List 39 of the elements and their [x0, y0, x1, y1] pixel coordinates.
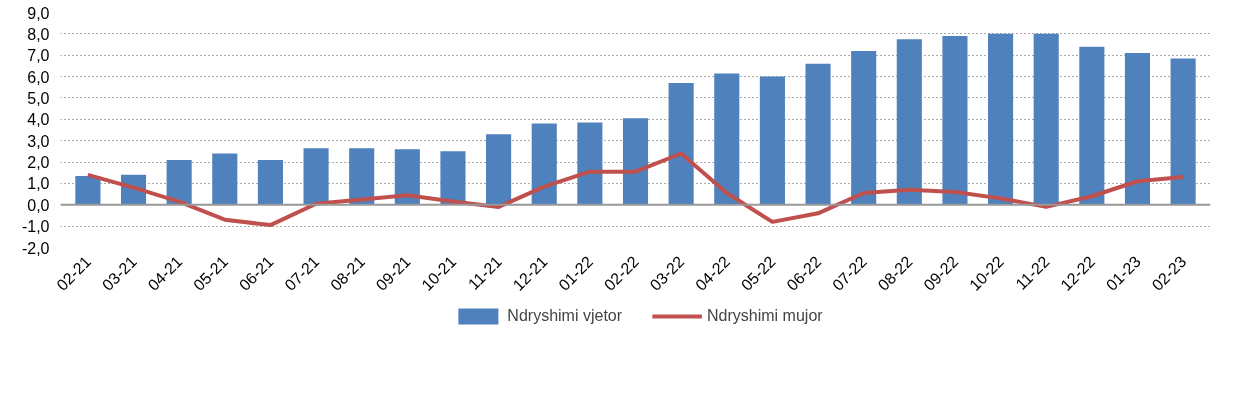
bar: [988, 33, 1014, 205]
bar: [1124, 53, 1151, 205]
y-tick-label: 5,0: [27, 89, 50, 107]
y-tick-label: 7,0: [27, 47, 50, 65]
bar: [166, 159, 192, 205]
y-tick-label: 2,0: [27, 154, 50, 172]
line-series: [85, 151, 1186, 228]
legend-label: Ndryshimi vjetor: [507, 307, 623, 325]
y-tick-label: -1,0: [21, 218, 50, 236]
bar: [1033, 33, 1059, 205]
bar: [303, 148, 329, 205]
legend-label: Ndryshimi mujor: [707, 307, 823, 325]
bar: [714, 73, 740, 205]
bar: [212, 153, 238, 205]
bar: [349, 148, 375, 205]
y-tick-label: 3,0: [27, 132, 50, 150]
y-tick-label: 4,0: [27, 111, 50, 129]
bar: [942, 36, 968, 205]
bar: [805, 63, 831, 205]
bar: [1079, 46, 1105, 205]
y-tick-label: 6,0: [27, 68, 50, 86]
bar: [577, 122, 603, 205]
bar: [531, 123, 557, 205]
bar: [1170, 58, 1196, 205]
bar: [668, 83, 694, 205]
bar: [896, 39, 922, 205]
bar: [759, 76, 785, 205]
bar: [257, 159, 283, 205]
y-tick-label: 0,0: [27, 196, 50, 214]
bar: [394, 149, 420, 205]
bar: [486, 134, 512, 205]
bar: [75, 175, 101, 205]
bar: [440, 151, 466, 205]
bar: [851, 50, 877, 205]
y-tick-label: 9,0: [27, 4, 50, 22]
y-tick-label: -2,0: [21, 239, 50, 257]
y-tick-label: 8,0: [27, 25, 50, 43]
bar: [622, 118, 649, 205]
y-tick-label: 1,0: [27, 175, 50, 193]
